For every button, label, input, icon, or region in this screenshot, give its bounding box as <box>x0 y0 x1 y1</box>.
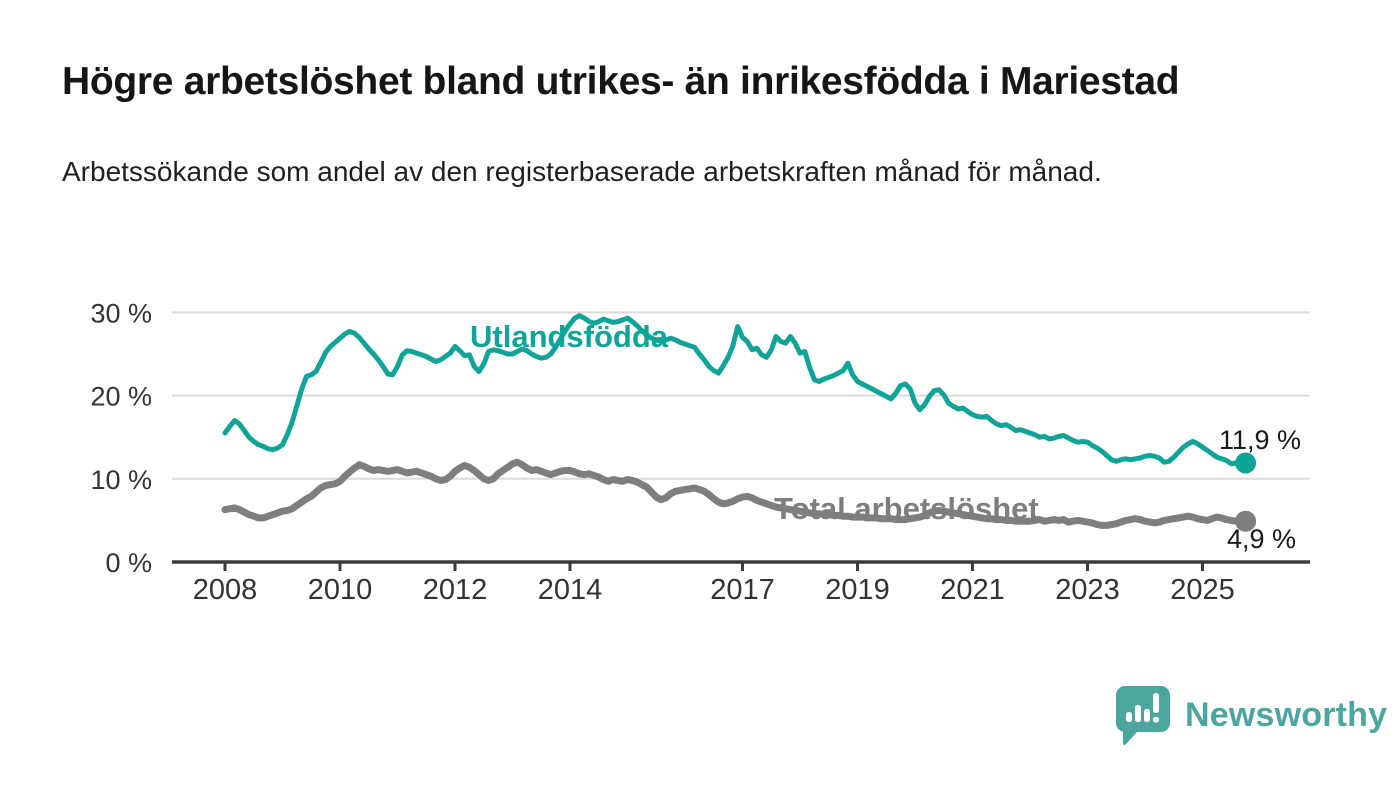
y-tick-label: 20 % <box>90 382 152 412</box>
series-label-utlandsfodda: Utlandsfödda <box>470 319 669 354</box>
y-tick-label: 0 % <box>105 548 152 578</box>
series-line-total-arbetsloshet <box>221 458 1250 529</box>
x-tick-label: 2014 <box>538 574 603 606</box>
x-tick-label: 2012 <box>423 574 488 606</box>
x-tick-label: 2021 <box>940 574 1005 606</box>
newsworthy-logo-text: Newsworthy <box>1185 695 1388 734</box>
y-tick-label: 10 % <box>90 465 152 495</box>
chart-title: Högre arbetslöshet bland utrikes- än inr… <box>62 60 1180 103</box>
series-line-utlandsfodda <box>222 313 1249 468</box>
series-label-total-arbetsloshet: Total arbetslöshet <box>774 491 1039 526</box>
x-tick-label: 2008 <box>193 574 258 606</box>
series-end-dot-total-arbetsloshet <box>1235 510 1257 532</box>
y-tick-label: 30 % <box>90 298 152 328</box>
end-value-label-total-arbetsloshet: 4,9 % <box>1227 524 1297 554</box>
newsworthy-logo: Newsworthy <box>1113 684 1387 746</box>
end-value-label-utlandsfodda: 11,9 % <box>1219 425 1302 455</box>
x-tick-label: 2019 <box>825 574 890 606</box>
series-end-dot-utlandsfodda <box>1235 452 1257 474</box>
chart-subtitle: Arbetssökande som andel av den registerb… <box>62 156 1102 187</box>
x-tick-label: 2025 <box>1170 574 1235 606</box>
x-tick-label: 2010 <box>308 574 373 606</box>
newsworthy-logo-icon <box>1116 686 1170 746</box>
x-tick-label: 2023 <box>1055 574 1120 606</box>
x-tick-label: 2017 <box>710 574 775 606</box>
